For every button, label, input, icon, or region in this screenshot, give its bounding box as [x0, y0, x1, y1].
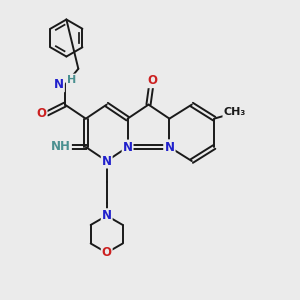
Text: CH₃: CH₃ — [224, 107, 246, 117]
Text: N: N — [164, 140, 174, 154]
Text: N: N — [102, 154, 112, 167]
Text: N: N — [54, 78, 64, 92]
Text: H: H — [67, 74, 76, 85]
Text: N: N — [102, 209, 112, 222]
Text: O: O — [37, 107, 46, 120]
Text: NH: NH — [51, 140, 71, 153]
Text: O: O — [147, 74, 158, 87]
Text: N: N — [164, 140, 174, 154]
Text: O: O — [102, 246, 112, 259]
Text: N: N — [123, 140, 133, 154]
